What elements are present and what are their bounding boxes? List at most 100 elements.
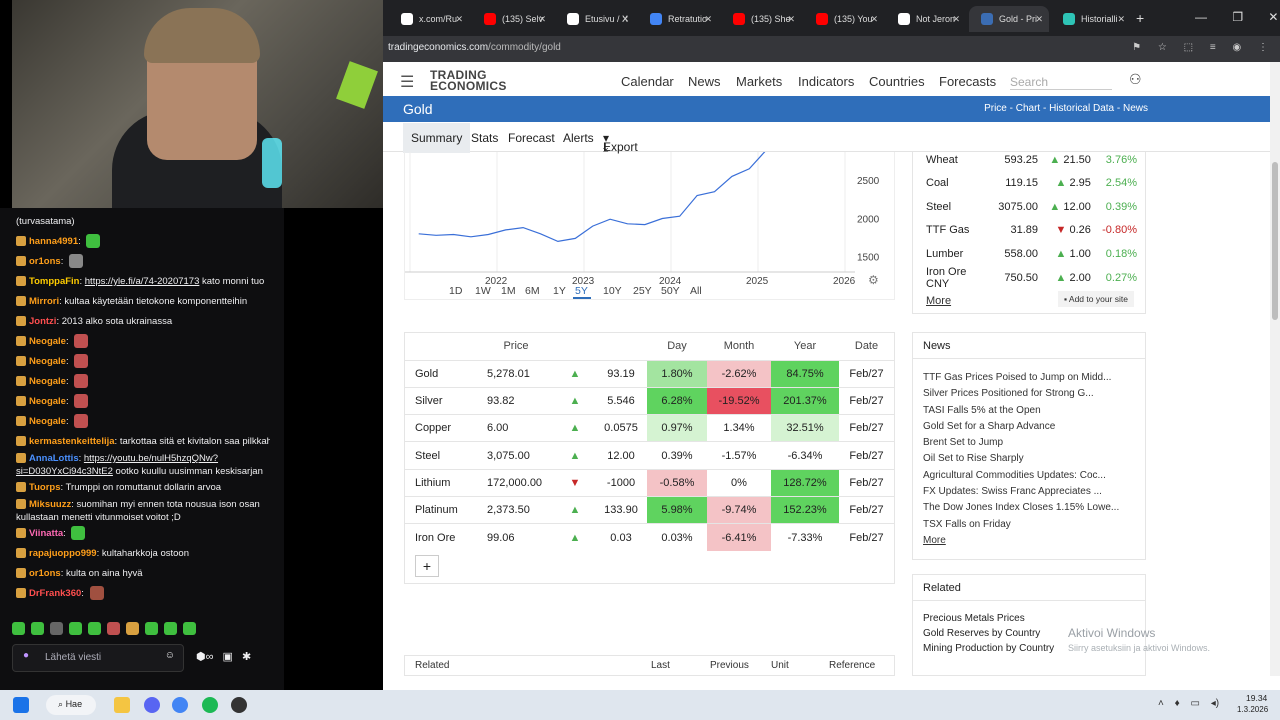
browser-tab[interactable]: Not Jeron ✕ xyxy=(886,6,966,32)
clock-time[interactable]: 19.34 xyxy=(1246,693,1268,703)
browser-tab[interactable]: (135) You ✕ xyxy=(804,6,884,32)
browser-tab[interactable]: x.com/Ru ✕ xyxy=(389,6,469,32)
chat-actions[interactable]: ⬢∞ ▣ ✱ xyxy=(196,650,251,663)
range-button[interactable]: 1D xyxy=(449,285,463,297)
commodity-name[interactable]: Coal xyxy=(926,177,949,190)
table-row[interactable]: Silver 93.82 ▲ 5.546 6.28% -19.52% 201.37% Feb/… xyxy=(405,386,894,415)
close-icon[interactable]: ✕ xyxy=(704,14,712,24)
news-item[interactable]: TSX Falls on Friday xyxy=(923,518,1011,530)
related-item[interactable]: Gold Reserves by Country xyxy=(923,628,1041,639)
header-links[interactable]: Price - Chart - Historical Data - News xyxy=(984,103,1148,114)
chat-username[interactable]: Neogale xyxy=(29,356,66,367)
row-name[interactable]: Copper xyxy=(405,414,477,442)
close-icon[interactable]: ✕ xyxy=(787,14,795,24)
window-controls[interactable]: — ❐ ✕ xyxy=(1195,10,1279,24)
commodity-name[interactable]: Steel xyxy=(926,200,952,213)
gear-icon[interactable]: ✱ xyxy=(241,651,252,663)
chat-username[interactable]: Miksuuzz xyxy=(29,499,72,510)
system-tray-icons[interactable]: ˄ ♦ ▭ ◂) xyxy=(1158,698,1220,709)
emote-picker-icon[interactable]: ☺ xyxy=(164,650,175,661)
nav-forecasts[interactable]: Forecasts xyxy=(939,74,997,89)
taskbar-search[interactable]: ⌕ Hae xyxy=(46,695,96,715)
chat-link[interactable]: https://youtu.be/nulH5hzqQNw?si=D030YxCi… xyxy=(16,453,219,477)
browser-tab[interactable]: (135) Selv ✕ xyxy=(472,6,552,32)
microphone-icon[interactable]: ● xyxy=(23,650,30,661)
news-item[interactable]: TASI Falls 5% at the Open xyxy=(923,404,1041,416)
table-row[interactable]: Copper 6.00 ▲ 0.0575 0.97% 1.34% 32.51% Feb/27 xyxy=(405,414,894,442)
side-commodity-row[interactable]: Iron Ore CNY 750.50 ▲ 2.00 0.27% xyxy=(913,266,1145,290)
commodity-name[interactable]: Lumber xyxy=(926,247,964,260)
chat-input[interactable]: ● Lähetä viesti ☺ xyxy=(12,644,184,672)
table-row[interactable]: Iron Ore 99.06 ▲ 0.03 0.03% -6.41% -7.33% Feb/2… xyxy=(405,523,894,552)
news-item[interactable]: TTF Gas Prices Poised to Jump on Midd... xyxy=(923,372,1112,383)
side-commodity-row[interactable]: Wheat 593.25 ▲ 21.50 3.76% xyxy=(913,148,1145,172)
chat-username[interactable]: AnnaLottis xyxy=(29,453,79,464)
add-row-button[interactable]: + xyxy=(415,555,439,577)
chat-username[interactable]: kermastenkeittelija xyxy=(29,436,115,447)
bits-icon[interactable]: ⬢∞ xyxy=(196,651,214,663)
nav-countries[interactable]: Countries xyxy=(869,74,925,89)
browser-tab[interactable]: Gold - Pri ✕ xyxy=(969,6,1049,32)
chat-username[interactable]: Neogale xyxy=(29,376,66,387)
range-button[interactable]: 50Y xyxy=(661,285,680,297)
side-more-link[interactable]: More xyxy=(926,295,952,307)
browser-toolbar-icons[interactable]: ⚑ ☆ ⬚ ≡ ◉ ⋮ xyxy=(1132,42,1268,53)
news-item[interactable]: Silver Prices Positioned for Strong G... xyxy=(923,388,1094,400)
close-icon[interactable]: ✕ xyxy=(1117,14,1125,24)
close-icon[interactable]: ✕ xyxy=(538,14,546,24)
start-icon[interactable] xyxy=(13,697,29,713)
close-icon[interactable]: ✕ xyxy=(1035,14,1043,24)
news-item[interactable]: Brent Set to Jump xyxy=(923,437,1004,449)
close-icon[interactable]: ✕ xyxy=(952,14,960,24)
row-name[interactable]: Platinum xyxy=(405,495,477,524)
chat-username[interactable]: Viinatta xyxy=(29,528,64,539)
chat-username[interactable]: or1ons xyxy=(29,568,61,579)
table-row[interactable]: Steel 3,075.00 ▲ 12.00 0.39% -1.57% -6.34% Feb/… xyxy=(405,441,894,470)
site-logo[interactable]: TRADING ECONOMICS xyxy=(430,68,507,93)
related-item[interactable]: Mining Production by Country xyxy=(923,643,1055,654)
row-name[interactable]: Steel xyxy=(405,441,477,470)
chat-username[interactable]: Neogale xyxy=(29,416,66,427)
spotify-icon[interactable] xyxy=(202,697,218,713)
range-button[interactable]: All xyxy=(690,285,702,297)
close-icon[interactable]: ✕ xyxy=(455,14,463,24)
side-commodity-row[interactable]: Coal 119.15 ▲ 2.95 2.54% xyxy=(913,172,1145,196)
nav-news[interactable]: News xyxy=(688,74,721,89)
table-row[interactable]: Lithium 172,000.00 ▼ -1000 -0.58% 0% 128.72% Fe… xyxy=(405,468,894,497)
side-commodity-row[interactable]: TTF Gas 31.89 ▼ 0.26 -0.80% xyxy=(913,219,1145,243)
browser-tab[interactable]: Etusivu / X ✕ xyxy=(555,6,635,32)
news-item[interactable]: Oil Set to Rise Sharply xyxy=(923,453,1024,465)
address-bar[interactable]: tradingeconomics.com/commodity/gold ⚑ ☆ … xyxy=(383,36,1280,62)
row-name[interactable]: Iron Ore xyxy=(405,523,477,552)
tab-stats[interactable]: Stats xyxy=(471,131,499,145)
chat-username[interactable]: Mirrori xyxy=(29,296,60,307)
chart-canvas[interactable]: 202220232024202520261500200025003000⚙1D1… xyxy=(405,138,896,300)
chat-username[interactable]: hanna4991 xyxy=(29,236,79,247)
range-button[interactable]: 25Y xyxy=(633,285,652,297)
range-button[interactable]: 5Y xyxy=(575,285,588,297)
news-item[interactable]: The Dow Jones Index Closes 1.15% Lowe... xyxy=(923,502,1120,514)
news-item[interactable]: Agricultural Commodities Updates: Coc... xyxy=(923,469,1106,481)
nav-indicators[interactable]: Indicators xyxy=(798,74,855,89)
tab-summary[interactable]: Summary xyxy=(403,123,471,153)
browser-tab[interactable]: Retratutio ✕ xyxy=(638,6,718,32)
chat-username[interactable]: rapajuoppo999 xyxy=(29,548,97,559)
close-icon[interactable]: ✕ xyxy=(621,14,629,24)
user-icon[interactable]: ⚇ xyxy=(1129,71,1142,87)
chat-username[interactable]: or1ons xyxy=(29,256,61,267)
new-tab-button[interactable]: + xyxy=(1136,10,1145,26)
close-icon[interactable]: ✕ xyxy=(870,14,878,24)
news-more-link[interactable]: More xyxy=(923,535,946,546)
commodity-name[interactable]: Wheat xyxy=(926,153,958,166)
store-icon[interactable]: ▣ xyxy=(222,651,233,663)
chat-username[interactable]: DrFrank360 xyxy=(29,588,82,599)
range-button[interactable]: 6M xyxy=(525,285,540,297)
browser-tab[interactable]: (135) She ✕ xyxy=(721,6,801,32)
range-button[interactable]: 1Y xyxy=(553,285,566,297)
chat-username[interactable]: TomppaFin xyxy=(29,276,80,287)
side-commodity-row[interactable]: Steel 3075.00 ▲ 12.00 0.39% xyxy=(913,195,1145,219)
row-name[interactable]: Silver xyxy=(405,386,477,415)
range-button[interactable]: 1M xyxy=(501,285,516,297)
browser-tab[interactable]: Historialli ✕ xyxy=(1051,6,1131,32)
file-explorer-icon[interactable] xyxy=(114,697,130,713)
